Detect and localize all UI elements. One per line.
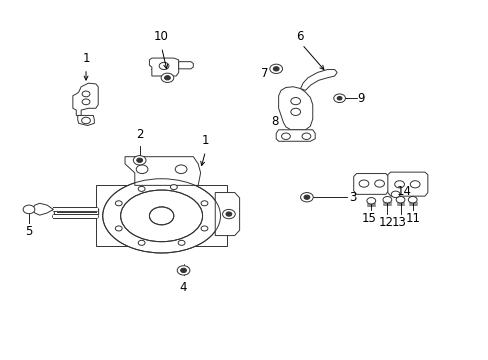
Polygon shape bbox=[149, 58, 178, 76]
Polygon shape bbox=[96, 185, 227, 246]
Text: 4: 4 bbox=[180, 281, 187, 294]
Polygon shape bbox=[300, 69, 336, 90]
Circle shape bbox=[82, 91, 90, 97]
Text: 1: 1 bbox=[202, 134, 209, 147]
Circle shape bbox=[407, 197, 416, 203]
Circle shape bbox=[81, 117, 90, 124]
Circle shape bbox=[290, 98, 300, 105]
Circle shape bbox=[366, 198, 375, 204]
Circle shape bbox=[115, 201, 122, 206]
Text: 5: 5 bbox=[25, 225, 33, 238]
Polygon shape bbox=[125, 157, 200, 185]
Circle shape bbox=[138, 186, 145, 192]
Text: 7: 7 bbox=[261, 67, 268, 80]
Text: 13: 13 bbox=[391, 216, 406, 229]
Text: 3: 3 bbox=[348, 191, 355, 204]
Circle shape bbox=[178, 240, 184, 246]
Polygon shape bbox=[387, 172, 427, 196]
Circle shape bbox=[304, 195, 309, 199]
Circle shape bbox=[175, 165, 186, 174]
Circle shape bbox=[201, 226, 207, 231]
Circle shape bbox=[394, 181, 404, 188]
Circle shape bbox=[149, 207, 173, 225]
Circle shape bbox=[115, 226, 122, 231]
Text: 6: 6 bbox=[296, 30, 303, 43]
Text: 12: 12 bbox=[378, 216, 393, 229]
Circle shape bbox=[164, 76, 170, 80]
Circle shape bbox=[336, 96, 341, 100]
Text: 1: 1 bbox=[82, 51, 90, 64]
Circle shape bbox=[358, 180, 368, 187]
Polygon shape bbox=[353, 174, 387, 194]
Circle shape bbox=[302, 133, 310, 139]
Circle shape bbox=[300, 193, 313, 202]
Circle shape bbox=[133, 156, 146, 165]
Circle shape bbox=[395, 197, 404, 203]
Text: 15: 15 bbox=[361, 212, 376, 225]
Circle shape bbox=[382, 197, 391, 203]
Circle shape bbox=[222, 210, 235, 219]
Circle shape bbox=[225, 212, 231, 216]
Circle shape bbox=[137, 158, 142, 162]
Polygon shape bbox=[78, 116, 94, 126]
Text: 2: 2 bbox=[136, 128, 143, 141]
Polygon shape bbox=[278, 87, 312, 130]
Circle shape bbox=[333, 94, 345, 103]
Circle shape bbox=[290, 108, 300, 116]
Ellipse shape bbox=[102, 179, 220, 253]
Text: 10: 10 bbox=[154, 30, 169, 43]
Circle shape bbox=[159, 62, 168, 69]
Text: 9: 9 bbox=[357, 92, 365, 105]
Circle shape bbox=[374, 180, 384, 187]
Circle shape bbox=[170, 185, 177, 190]
Circle shape bbox=[177, 266, 189, 275]
Circle shape bbox=[161, 73, 173, 82]
Circle shape bbox=[138, 240, 145, 246]
Circle shape bbox=[201, 201, 207, 206]
Circle shape bbox=[136, 165, 148, 174]
Circle shape bbox=[409, 181, 419, 188]
Text: 11: 11 bbox=[405, 212, 419, 225]
Circle shape bbox=[273, 67, 279, 71]
Circle shape bbox=[180, 268, 186, 273]
Ellipse shape bbox=[121, 190, 202, 242]
Text: 14: 14 bbox=[396, 185, 411, 198]
Circle shape bbox=[390, 191, 399, 198]
Text: 8: 8 bbox=[271, 115, 279, 129]
Circle shape bbox=[281, 133, 290, 139]
Circle shape bbox=[82, 99, 90, 105]
Polygon shape bbox=[276, 130, 315, 141]
Polygon shape bbox=[178, 62, 193, 69]
Polygon shape bbox=[215, 193, 239, 235]
Polygon shape bbox=[73, 83, 98, 116]
Circle shape bbox=[23, 205, 35, 214]
Polygon shape bbox=[32, 203, 53, 215]
Circle shape bbox=[269, 64, 282, 73]
